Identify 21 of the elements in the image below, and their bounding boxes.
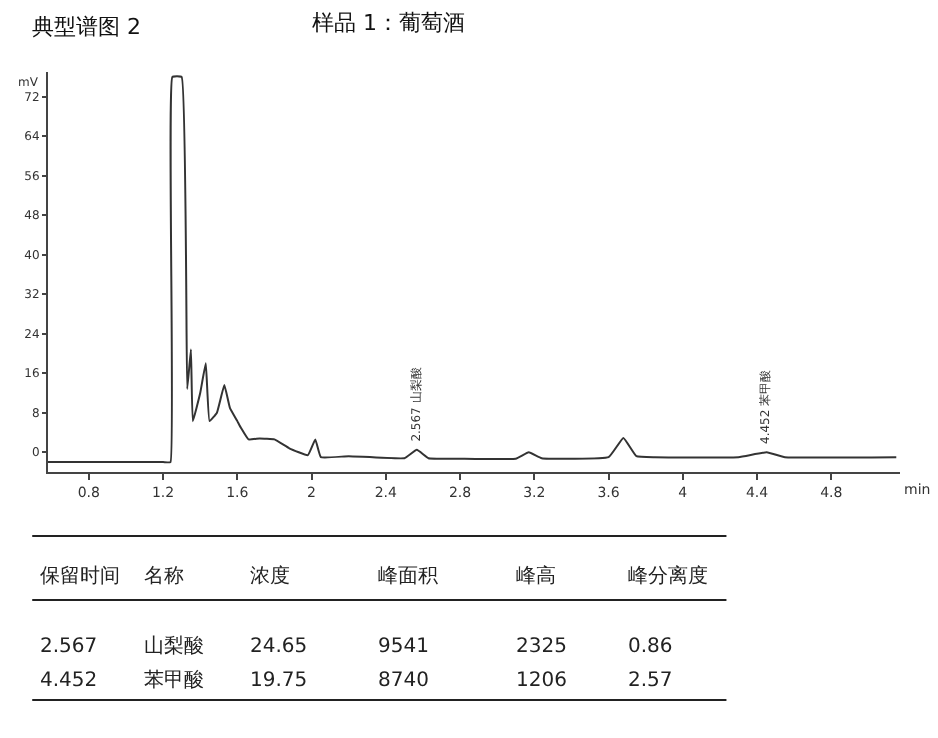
text: 24.65: [250, 636, 308, 658]
text: 山梨酸: [144, 634, 204, 658]
text: 19.75: [250, 670, 308, 692]
text: 峰高: [516, 564, 556, 588]
text: 9541: [378, 636, 429, 658]
text: 2.567: [40, 636, 98, 658]
text: 峰分离度: [628, 564, 708, 588]
text: 2325: [516, 636, 567, 658]
text: 0.86: [628, 636, 673, 658]
text: 峰面积: [378, 564, 438, 588]
text: 2.57: [628, 670, 673, 692]
text: 名称: [144, 564, 184, 588]
text: 1206: [516, 670, 567, 692]
chart-title: 样品 1：葡萄酒: [312, 10, 465, 36]
line-series: [48, 75, 898, 464]
text: 8740: [378, 670, 429, 692]
text: 保留时间: [40, 564, 120, 588]
text: 苯甲酸: [144, 668, 204, 692]
text: 浓度: [250, 564, 290, 588]
text: 4.452: [40, 670, 98, 692]
chart-subtitle: 典型谱图 2: [32, 14, 141, 40]
